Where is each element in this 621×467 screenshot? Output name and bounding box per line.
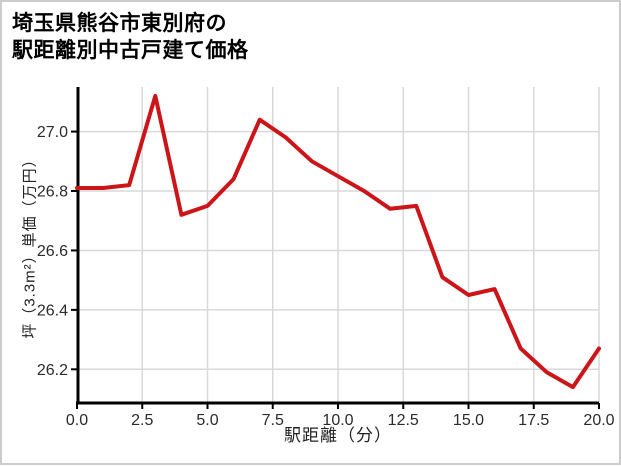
chart-title-line1: 埼玉県熊谷市東別府の <box>12 12 227 35</box>
price-line <box>75 93 601 390</box>
x-tick-label: 12.5 <box>388 412 419 429</box>
y-tick-label: 27.0 <box>37 124 68 141</box>
x-tick-label: 20.0 <box>583 412 614 429</box>
x-tick-label: 0.0 <box>66 412 88 429</box>
x-axis-label: 駅距離（分） <box>284 426 392 445</box>
chart-title-line2: 駅距離別中古戸建て価格 <box>12 39 249 62</box>
x-tick-label: 7.5 <box>262 412 284 429</box>
x-tick-label: 15.0 <box>453 412 484 429</box>
y-tick-label: 26.4 <box>37 302 68 319</box>
y-tick-label: 26.8 <box>37 184 68 201</box>
y-tick-label: 26.6 <box>37 243 68 260</box>
chart-title: 埼玉県熊谷市東別府の 駅距離別中古戸建て価格 <box>12 10 249 64</box>
x-tick-label: 10.0 <box>322 412 353 429</box>
x-tick-label: 2.5 <box>131 412 153 429</box>
x-tick-label: 5.0 <box>196 412 218 429</box>
x-tick-label: 17.5 <box>518 412 549 429</box>
y-tick-label: 26.2 <box>37 362 68 379</box>
